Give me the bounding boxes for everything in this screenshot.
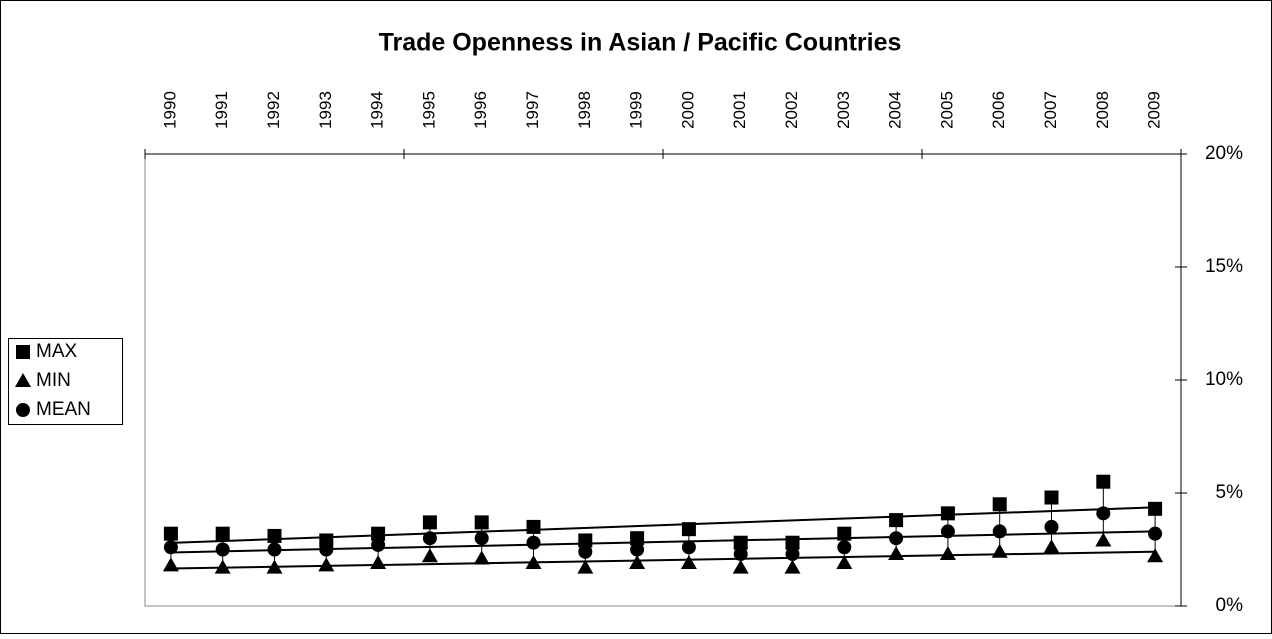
marker-circle bbox=[163, 540, 178, 555]
marker-triangle bbox=[1095, 532, 1112, 547]
x-tick-label: 2003 bbox=[834, 91, 853, 129]
y-tick-label: 5% bbox=[1216, 482, 1244, 503]
marker-triangle bbox=[991, 543, 1008, 558]
marker-triangle bbox=[214, 559, 231, 574]
marker-circle bbox=[733, 547, 748, 562]
marker-triangle bbox=[421, 548, 438, 563]
marker-square bbox=[1148, 501, 1163, 516]
marker-circle bbox=[319, 542, 334, 557]
marker-circle bbox=[16, 403, 30, 417]
x-tick-label: 2001 bbox=[730, 91, 749, 129]
trendline bbox=[170, 530, 1156, 554]
marker-square bbox=[371, 526, 386, 541]
marker-square bbox=[16, 345, 30, 359]
marker-circle bbox=[215, 542, 230, 557]
marker-circle bbox=[474, 531, 489, 546]
y-tick-label: 15% bbox=[1205, 256, 1243, 277]
marker-circle bbox=[526, 535, 541, 550]
marker-triangle bbox=[732, 559, 749, 574]
marker-square bbox=[889, 513, 904, 528]
marker-circle bbox=[837, 540, 852, 555]
marker-triangle bbox=[15, 373, 31, 387]
x-tick-label: 2002 bbox=[782, 91, 801, 129]
x-tick-label: 2000 bbox=[678, 91, 697, 129]
marker-circle bbox=[1148, 526, 1163, 541]
marker-square bbox=[422, 515, 437, 530]
marker-circle bbox=[785, 547, 800, 562]
trendline bbox=[170, 550, 1156, 570]
legend-label: MIN bbox=[36, 370, 71, 391]
marker-triangle bbox=[318, 557, 335, 572]
marker-square bbox=[526, 519, 541, 534]
marker-square bbox=[681, 522, 696, 537]
marker-square bbox=[474, 515, 489, 530]
x-tick-label: 2006 bbox=[989, 91, 1008, 129]
legend-label: MAX bbox=[36, 341, 78, 362]
marker-circle bbox=[940, 524, 955, 539]
marker-triangle bbox=[525, 555, 542, 570]
x-tick-label: 1998 bbox=[575, 91, 594, 129]
marker-square bbox=[992, 497, 1007, 512]
marker-circle bbox=[267, 542, 282, 557]
chart-title: Trade Openness in Asian / Pacific Countr… bbox=[379, 29, 902, 57]
marker-circle bbox=[681, 540, 696, 555]
marker-triangle bbox=[888, 546, 905, 561]
marker-triangle bbox=[473, 550, 490, 565]
marker-triangle bbox=[577, 559, 594, 574]
x-tick-label: 1997 bbox=[523, 91, 542, 129]
marker-triangle bbox=[266, 559, 283, 574]
y-tick-label: 10% bbox=[1205, 369, 1243, 390]
marker-triangle bbox=[836, 555, 853, 570]
marker-circle bbox=[1096, 506, 1111, 521]
marker-square bbox=[163, 526, 178, 541]
x-tick-label: 2007 bbox=[1041, 91, 1060, 129]
x-tick-label: 1992 bbox=[264, 91, 283, 129]
marker-triangle bbox=[680, 555, 697, 570]
trendline bbox=[170, 506, 1156, 544]
x-tick-label: 1994 bbox=[368, 91, 387, 129]
y-tick-label: 20% bbox=[1205, 143, 1243, 164]
marker-circle bbox=[630, 542, 645, 557]
x-tick-label: 2005 bbox=[937, 91, 956, 129]
x-tick-label: 2004 bbox=[886, 91, 905, 129]
x-tick-label: 1991 bbox=[212, 91, 231, 129]
x-tick-label: 1990 bbox=[160, 91, 179, 129]
marker-triangle bbox=[629, 555, 646, 570]
x-tick-label: 1999 bbox=[627, 91, 646, 129]
marker-triangle bbox=[370, 555, 387, 570]
marker-square bbox=[1096, 474, 1111, 489]
marker-triangle bbox=[162, 557, 179, 572]
x-tick-label: 1996 bbox=[471, 91, 490, 129]
legend-label: MEAN bbox=[36, 399, 91, 420]
marker-circle bbox=[1044, 519, 1059, 534]
marker-triangle bbox=[939, 546, 956, 561]
x-tick-label: 1995 bbox=[419, 91, 438, 129]
x-tick-label: 2009 bbox=[1145, 91, 1164, 129]
marker-circle bbox=[371, 537, 386, 552]
x-tick-label: 1993 bbox=[316, 91, 335, 129]
marker-square bbox=[940, 506, 955, 521]
marker-circle bbox=[578, 544, 593, 559]
marker-circle bbox=[422, 531, 437, 546]
y-tick-label: 0% bbox=[1216, 595, 1244, 616]
marker-square bbox=[267, 528, 282, 543]
marker-triangle bbox=[784, 559, 801, 574]
marker-circle bbox=[889, 531, 904, 546]
x-tick-label: 2008 bbox=[1093, 91, 1112, 129]
marker-triangle bbox=[1147, 548, 1164, 563]
marker-circle bbox=[992, 524, 1007, 539]
marker-square bbox=[1044, 490, 1059, 505]
marker-square bbox=[215, 526, 230, 541]
marker-triangle bbox=[1043, 539, 1060, 554]
